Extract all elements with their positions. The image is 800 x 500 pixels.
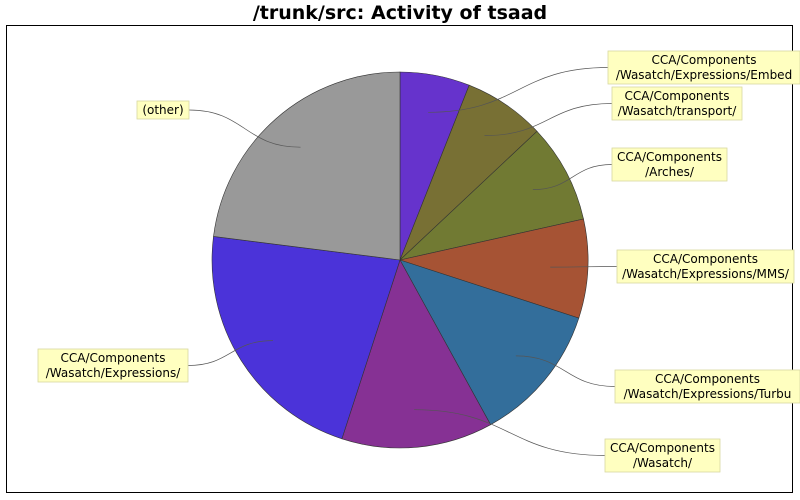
slice-label: CCA/Components — [610, 441, 715, 455]
slice-label: CCA/Components — [655, 372, 760, 386]
slice-label: /Wasatch/Expressions/ — [46, 366, 181, 380]
slice-label-box — [616, 249, 795, 284]
slice-label-box — [607, 50, 800, 85]
callout-line — [484, 103, 613, 136]
chart-title: /trunk/src: Activity of tsaad — [252, 2, 548, 24]
slice-label-box — [37, 348, 189, 383]
pie-slice — [213, 71, 401, 261]
slice-label: /Wasatch/transport/ — [618, 104, 737, 118]
slice-label: /Wasatch/Expressions/Embed — [616, 68, 792, 82]
slice-label-box — [611, 147, 728, 182]
pie-callouts: CCA/Components/Wasatch/Expressions/Embed… — [37, 50, 800, 473]
slice-label-box — [611, 86, 743, 121]
callout-line — [414, 409, 606, 456]
slice-label: CCA/Components — [652, 53, 757, 67]
slice-label-box — [614, 369, 800, 404]
slice-label-box — [604, 438, 721, 473]
callout-line — [550, 266, 618, 268]
pie-slice — [399, 259, 580, 426]
slice-label: CCA/Components — [625, 89, 730, 103]
callout-line — [532, 164, 613, 190]
callout-line — [187, 340, 274, 366]
slice-label: /Wasatch/Expressions/Turbu — [624, 387, 792, 401]
slice-label: CCA/Components — [653, 252, 758, 266]
callout-line — [515, 355, 616, 387]
slice-label: CCA/Components — [617, 150, 722, 164]
pie-slice — [341, 259, 492, 449]
slice-label: /Wasatch/ — [633, 456, 693, 470]
slice-label: /Arches/ — [645, 165, 695, 179]
slice-label-box — [136, 100, 190, 120]
pie-slices — [211, 71, 589, 449]
slice-label: /Wasatch/Expressions/MMS/ — [622, 267, 790, 281]
callout-line — [428, 67, 609, 113]
pie-slice — [398, 130, 584, 261]
callout-line — [188, 109, 301, 148]
slice-label: CCA/Components — [61, 351, 166, 365]
pie-slice — [398, 218, 589, 319]
slice-label: (other) — [142, 103, 183, 117]
pie-slice — [211, 236, 401, 440]
